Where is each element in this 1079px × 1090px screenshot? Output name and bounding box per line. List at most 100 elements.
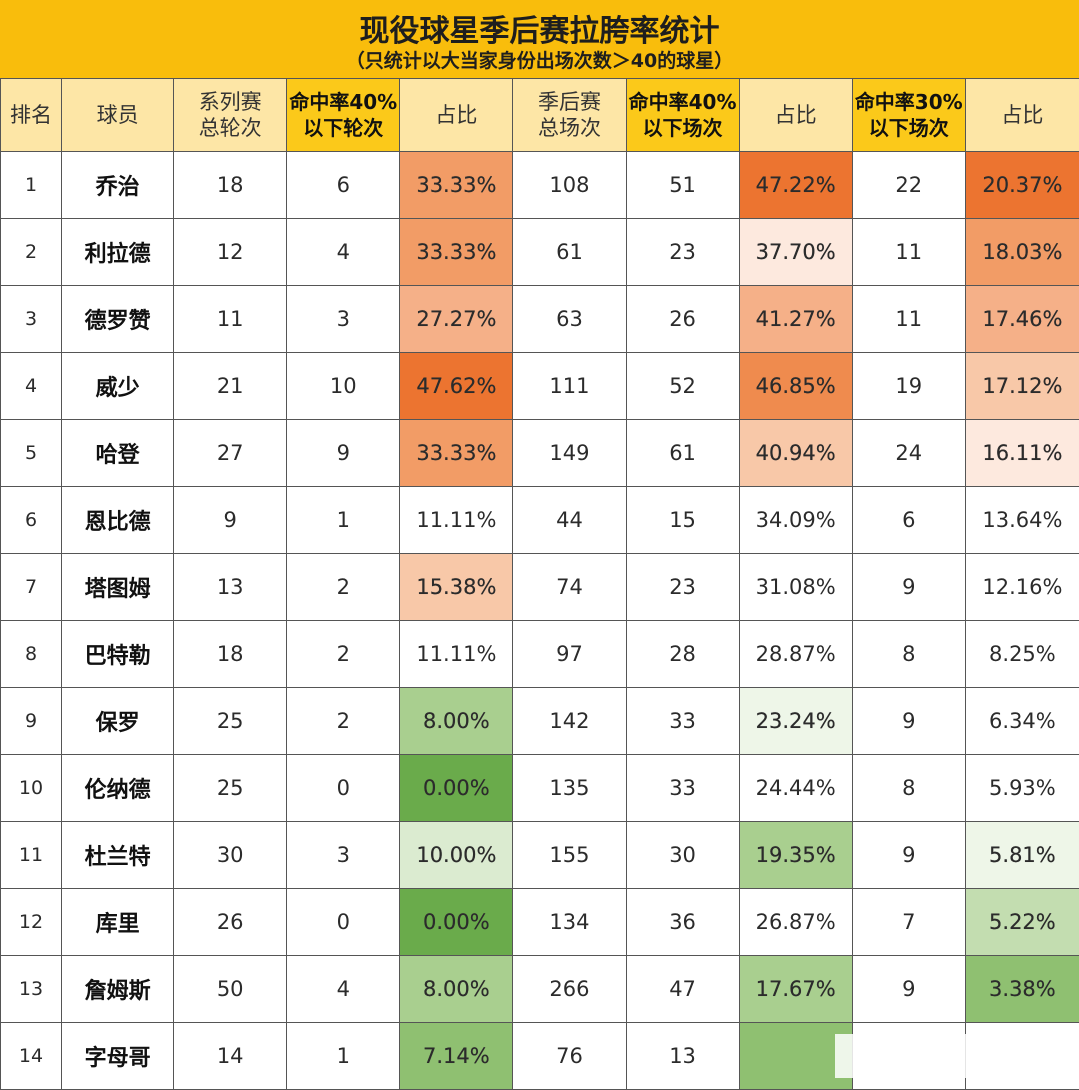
- games30-ratio: 3.38%: [965, 956, 1079, 1023]
- header-games40-ratio: 占比: [739, 79, 852, 152]
- watermark-overlay: [835, 1034, 1079, 1078]
- header-games-total: 季后赛总场次: [513, 79, 626, 152]
- series-below40: 9: [287, 420, 400, 487]
- series-below40: 10: [287, 353, 400, 420]
- series-total: 18: [174, 152, 287, 219]
- games-below30: 24: [852, 420, 965, 487]
- games40-ratio: 26.87%: [739, 889, 852, 956]
- games-below40: 13: [626, 1023, 739, 1090]
- rank-cell: 10: [1, 755, 62, 822]
- series-below40: 2: [287, 621, 400, 688]
- player-name: 利拉德: [62, 219, 174, 286]
- games-below30: 8: [852, 755, 965, 822]
- header-rank: 排名: [1, 79, 62, 152]
- games40-ratio: 46.85%: [739, 353, 852, 420]
- series-ratio: 11.11%: [400, 621, 513, 688]
- games30-ratio: 6.34%: [965, 688, 1079, 755]
- series-below40: 1: [287, 1023, 400, 1090]
- games-below40: 28: [626, 621, 739, 688]
- player-name: 杜兰特: [62, 822, 174, 889]
- series-below40: 3: [287, 822, 400, 889]
- games-total: 97: [513, 621, 626, 688]
- games-below30: 9: [852, 554, 965, 621]
- series-ratio: 33.33%: [400, 420, 513, 487]
- games-total: 74: [513, 554, 626, 621]
- series-ratio: 15.38%: [400, 554, 513, 621]
- header-series-total: 系列赛总轮次: [174, 79, 287, 152]
- games-below40: 61: [626, 420, 739, 487]
- games40-ratio: 34.09%: [739, 487, 852, 554]
- games-below40: 23: [626, 219, 739, 286]
- header-series-below40: 命中率40%以下轮次: [287, 79, 400, 152]
- games40-ratio: 23.24%: [739, 688, 852, 755]
- series-total: 21: [174, 353, 287, 420]
- rank-cell: 12: [1, 889, 62, 956]
- series-ratio: 8.00%: [400, 688, 513, 755]
- games-below30: 6: [852, 487, 965, 554]
- series-total: 9: [174, 487, 287, 554]
- games-total: 155: [513, 822, 626, 889]
- series-ratio: 33.33%: [400, 219, 513, 286]
- series-total: 14: [174, 1023, 287, 1090]
- games30-ratio: 8.25%: [965, 621, 1079, 688]
- player-name: 库里: [62, 889, 174, 956]
- series-total: 11: [174, 286, 287, 353]
- player-name: 詹姆斯: [62, 956, 174, 1023]
- page-subtitle: （只统计以大当家身份出场次数＞40的球星）: [0, 46, 1079, 73]
- games-below40: 23: [626, 554, 739, 621]
- page-title: 现役球星季后赛拉胯率统计: [0, 6, 1079, 50]
- rank-cell: 5: [1, 420, 62, 487]
- series-total: 18: [174, 621, 287, 688]
- series-below40: 4: [287, 956, 400, 1023]
- series-total: 25: [174, 688, 287, 755]
- header-row: 排名 球员 系列赛总轮次 命中率40%以下轮次 占比 季后赛总场次 命中率40%…: [1, 79, 1079, 152]
- games-total: 76: [513, 1023, 626, 1090]
- games40-ratio: 19.35%: [739, 822, 852, 889]
- player-name: 字母哥: [62, 1023, 174, 1090]
- games-total: 266: [513, 956, 626, 1023]
- series-below40: 6: [287, 152, 400, 219]
- series-below40: 2: [287, 554, 400, 621]
- rank-cell: 3: [1, 286, 62, 353]
- games-total: 142: [513, 688, 626, 755]
- games-below40: 52: [626, 353, 739, 420]
- series-below40: 4: [287, 219, 400, 286]
- games40-ratio: 17.67%: [739, 956, 852, 1023]
- rank-cell: 2: [1, 219, 62, 286]
- rank-cell: 11: [1, 822, 62, 889]
- games40-ratio: 47.22%: [739, 152, 852, 219]
- games-below30: 7: [852, 889, 965, 956]
- header-games30-ratio: 占比: [965, 79, 1079, 152]
- player-name: 乔治: [62, 152, 174, 219]
- series-total: 30: [174, 822, 287, 889]
- games40-ratio: 41.27%: [739, 286, 852, 353]
- series-below40: 2: [287, 688, 400, 755]
- series-below40: 1: [287, 487, 400, 554]
- games30-ratio: 20.37%: [965, 152, 1079, 219]
- title-banner: 现役球星季后赛拉胯率统计 （只统计以大当家身份出场次数＞40的球星）: [0, 0, 1079, 78]
- series-ratio: 7.14%: [400, 1023, 513, 1090]
- games-below30: 11: [852, 286, 965, 353]
- series-below40: 0: [287, 755, 400, 822]
- rank-cell: 9: [1, 688, 62, 755]
- series-total: 12: [174, 219, 287, 286]
- games-below30: 9: [852, 956, 965, 1023]
- player-name: 威少: [62, 353, 174, 420]
- rank-cell: 6: [1, 487, 62, 554]
- rank-cell: 7: [1, 554, 62, 621]
- games-below40: 33: [626, 688, 739, 755]
- games30-ratio: 5.81%: [965, 822, 1079, 889]
- header-series-ratio: 占比: [400, 79, 513, 152]
- games30-ratio: 12.16%: [965, 554, 1079, 621]
